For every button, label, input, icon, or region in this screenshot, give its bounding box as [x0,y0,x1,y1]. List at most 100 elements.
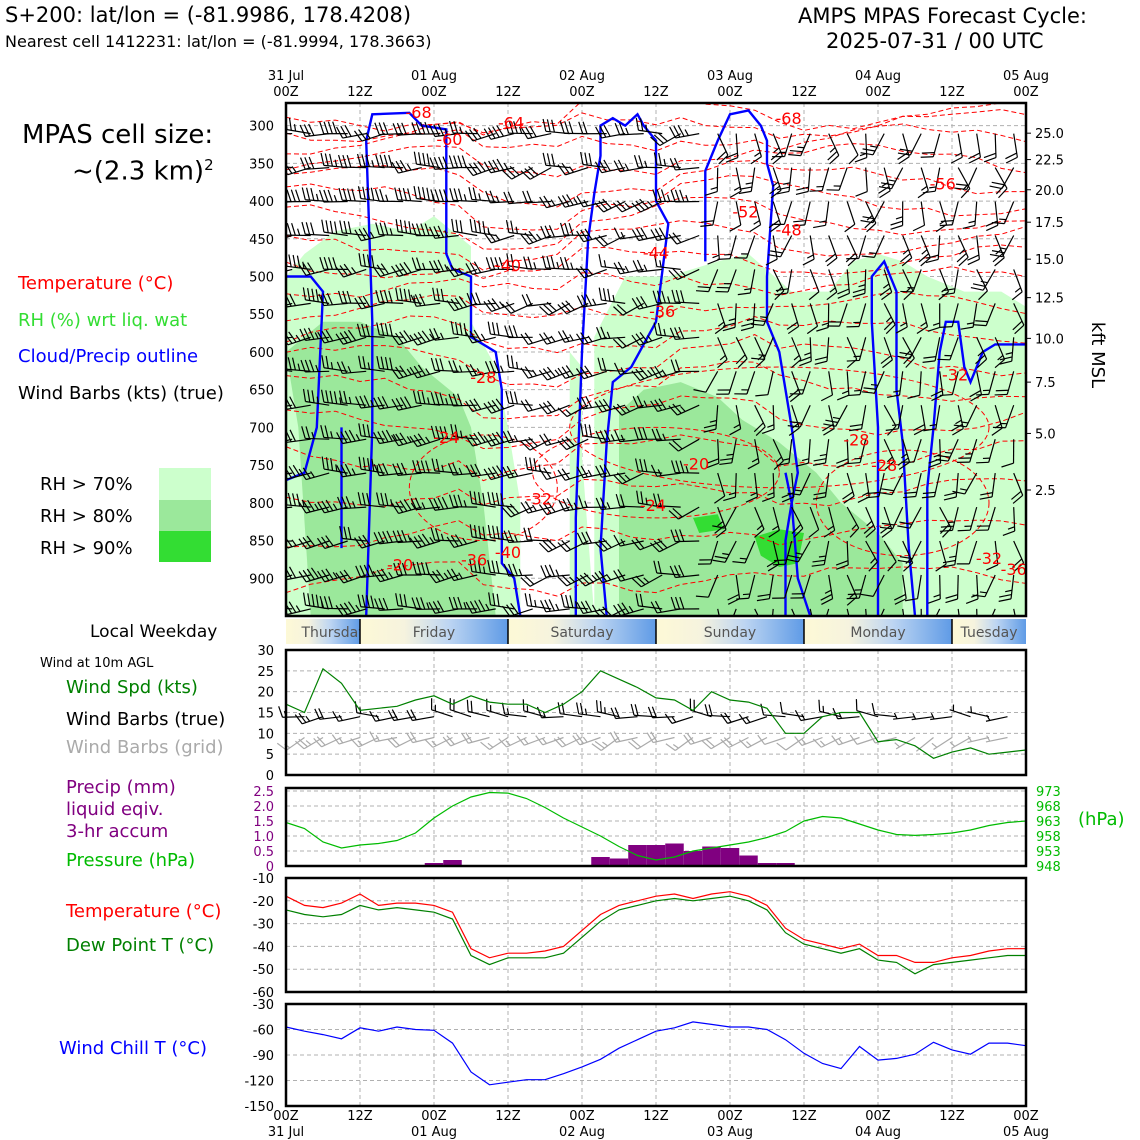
weekday-label: Friday [413,625,455,641]
wind-barb [749,201,762,232]
top-hour-label: 00Z [717,85,743,100]
wind-barb [920,133,941,158]
y-tick: 2.5 [253,785,274,800]
wind-barb [970,269,996,291]
top-hour-label: 00Z [569,85,595,100]
wind-barb [612,403,644,416]
y-tick: 2.0 [253,800,274,815]
wind-barb [989,235,1015,258]
bottom-hour-label: 00Z [1013,1109,1039,1124]
wind-barb [631,227,663,242]
wind-barb [635,117,663,135]
wind-barb [976,439,996,464]
wind-barb [594,398,626,413]
wind-barb [775,269,793,296]
wind-barb [864,201,877,233]
precip-bar [702,846,721,866]
y-tick: 5 [266,748,274,763]
legend-dewpoint: Dew Point T (°C) [66,935,215,956]
precip-bar [443,860,462,866]
pressure-tick: 350 [249,157,274,172]
height-tick: 22.5 [1035,154,1064,169]
bottom-hour-label: 12Z [791,1109,817,1124]
wind-barb [900,235,913,267]
wind-barb [523,527,552,542]
wind-barb [411,597,441,611]
temperature-label: -20 [387,556,413,575]
wind-barb [505,220,533,237]
true-wind-barb [967,706,990,718]
wind-barb [653,254,681,270]
pressure-tick: 750 [249,459,274,474]
wind-barb [670,529,700,543]
wind-barb [505,390,533,406]
wind-barb [614,122,644,136]
wind-barb [598,254,626,270]
cell-size-value-wrap: ~(2.3 km)2 [72,156,214,187]
wind-barb [595,497,626,511]
precip-bar [609,858,629,866]
wind-barb [538,501,570,516]
wind-barb [873,608,885,616]
height-tick: 7.5 [1035,376,1056,391]
wind-barb [575,266,607,279]
wind-barb [539,195,570,209]
wind-barb [594,234,626,247]
true-wind-barb [911,713,934,721]
wind-barb [465,431,496,447]
wind-barb [559,256,589,270]
grid-wind-barb [985,735,1008,743]
wind-barb [557,404,589,418]
wind-barb [487,321,515,338]
wind-barb [485,257,515,270]
pressure-tick: 850 [249,535,274,550]
wind-barb [613,534,644,547]
wind-barb [808,269,820,301]
cloud-outline [704,109,812,616]
true-wind-barb [720,712,749,724]
wind-barb [769,167,782,199]
wind-barb [885,405,904,431]
precip-bar [665,843,684,866]
y-tick: 30 [257,644,274,659]
wind-barb [503,563,533,577]
wind-barb [976,371,996,396]
temperature-label: -32 [526,489,552,508]
wind-barb [540,599,570,613]
wind-barb [502,165,533,180]
wind-barb [286,404,293,410]
wind-barb [465,261,496,275]
wind-barb [941,269,959,296]
true-wind-barb [630,703,657,718]
wind-barb [770,608,774,616]
temperature-label: -40 [495,543,521,562]
pressure-tick: 550 [249,308,274,323]
y-tick: 20 [257,686,274,701]
wind-barb [612,472,644,485]
wind-barb [468,187,496,203]
wind-barb [668,438,700,452]
wind-barb [580,151,607,169]
wind-barb [487,524,515,542]
wind-barb [430,357,459,372]
pressure-tick: 800 [249,497,274,512]
wind-barb [503,191,533,205]
weekday-segment [952,619,1026,644]
wind-barb [446,534,478,549]
legend-precip-accum: 3-hr accum [66,821,169,842]
wind-barb [837,269,850,299]
wind-barb [483,465,515,481]
cell-size-label: MPAS cell size: [22,120,214,150]
wind-barb [321,456,348,474]
wind-barb [448,120,478,135]
wind-barb [469,524,496,542]
wind-barb [788,133,811,157]
true-wind-barb [522,699,546,718]
wind-barb [703,405,719,433]
wind-barb [375,222,404,237]
wind-barb [890,201,904,230]
wind-barb [776,439,793,467]
true-wind-barb [466,699,490,718]
rh-region [693,514,724,533]
legend-temperature: Temperature (°C) [18,273,174,294]
